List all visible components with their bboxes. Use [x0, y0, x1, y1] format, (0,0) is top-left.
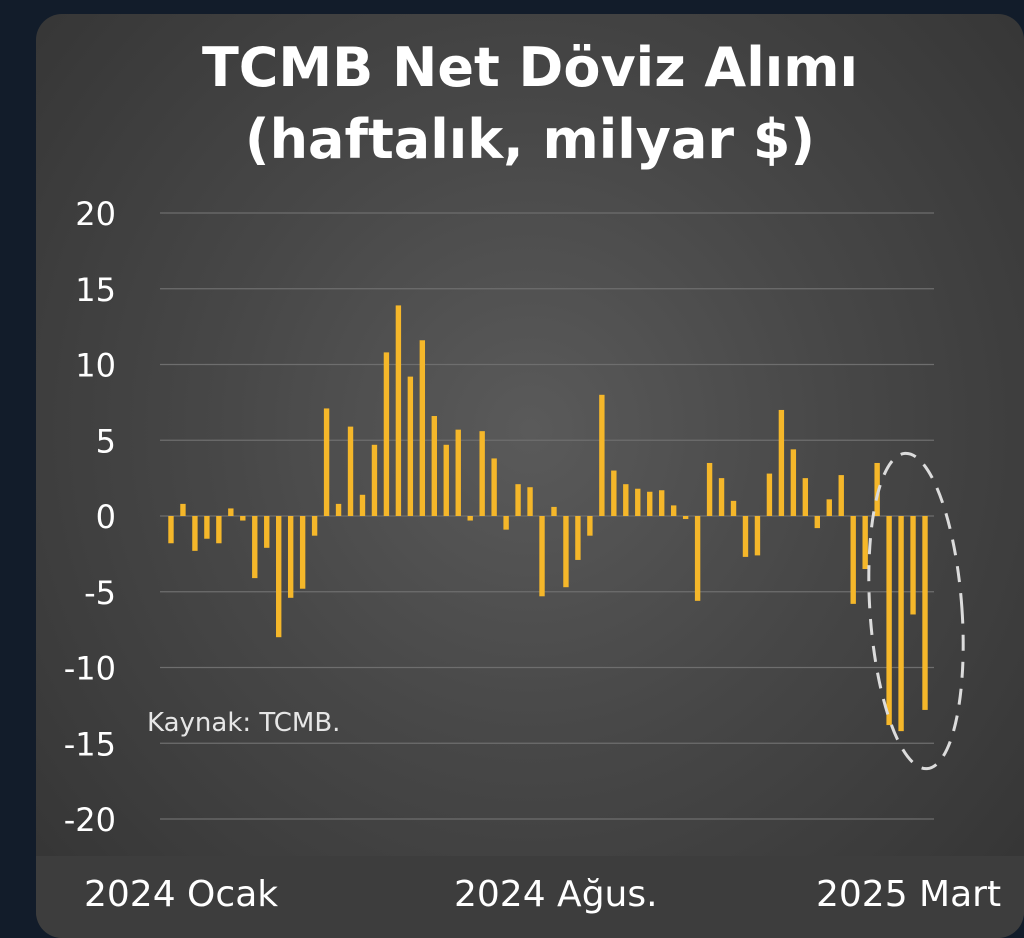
chart-subtitle: (haftalık, milyar $)	[244, 108, 816, 171]
bar	[467, 516, 473, 521]
bar	[168, 516, 174, 544]
bar	[754, 516, 761, 556]
chart-title: TCMB Net Döviz Alımı	[201, 36, 859, 99]
bar	[491, 458, 497, 516]
bar	[252, 516, 258, 579]
bar	[922, 516, 928, 710]
bar	[563, 516, 569, 588]
bar	[587, 516, 593, 536]
y-tick-label: -10	[64, 650, 116, 688]
bar	[898, 516, 904, 732]
bar	[335, 503, 342, 516]
bar	[311, 516, 318, 536]
bar	[359, 494, 366, 516]
bar	[216, 516, 222, 544]
bar	[276, 516, 282, 638]
bar	[527, 487, 533, 516]
x-label-end: 2025 Mart	[816, 874, 1002, 915]
bar	[431, 416, 437, 516]
y-tick-label: 5	[96, 422, 116, 460]
bar	[718, 478, 725, 516]
bar	[766, 473, 773, 516]
bar	[611, 470, 617, 516]
bar	[455, 429, 461, 516]
bar	[347, 426, 354, 516]
bar	[623, 484, 629, 516]
bar	[299, 516, 306, 589]
bar	[479, 431, 485, 516]
bar	[910, 516, 916, 615]
bar	[778, 409, 785, 516]
bar	[862, 516, 868, 570]
bar	[539, 516, 545, 597]
bar	[551, 506, 557, 516]
bar	[790, 449, 797, 516]
bar	[659, 490, 665, 516]
bar	[599, 394, 605, 516]
y-tick-label: -5	[84, 574, 116, 612]
bar	[635, 488, 641, 516]
y-tick-label: 20	[75, 195, 116, 233]
bar	[323, 408, 330, 516]
x-label-middle: 2024 Ağus.	[454, 874, 658, 915]
bar	[730, 500, 737, 516]
bar	[647, 491, 653, 516]
bar	[240, 516, 246, 521]
bar	[503, 516, 509, 530]
bar	[826, 499, 832, 516]
highlight-ellipse	[867, 451, 965, 771]
y-tick-label: 10	[75, 347, 116, 385]
bar	[287, 516, 294, 598]
bar	[371, 444, 378, 516]
y-tick-label: 15	[75, 271, 116, 309]
bar	[192, 516, 198, 551]
bar	[682, 516, 689, 520]
bar	[204, 516, 210, 539]
chart-title-block: TCMB Net Döviz Alımı (haftalık, milyar $…	[36, 32, 1024, 176]
bar	[802, 478, 809, 516]
bar	[180, 503, 186, 516]
bar	[515, 484, 521, 516]
x-axis-band: 2024 Ocak 2024 Ağus. 2025 Mart	[36, 856, 1024, 938]
bar	[670, 505, 677, 516]
bar	[419, 340, 426, 516]
chart-card: TCMB Net Döviz Alımı (haftalık, milyar $…	[36, 14, 1024, 938]
bar	[874, 462, 880, 516]
bar	[575, 516, 581, 560]
bar	[850, 516, 856, 604]
bar	[228, 508, 234, 516]
bar	[742, 516, 749, 557]
bar	[443, 444, 449, 516]
y-tick-label: 0	[96, 498, 116, 536]
bar	[395, 305, 402, 516]
bar	[838, 475, 844, 516]
bar	[706, 462, 713, 516]
bar	[694, 516, 701, 601]
source-note: Kaynak: TCMB.	[147, 708, 340, 738]
bar	[407, 376, 414, 516]
y-tick-label: -20	[64, 801, 116, 839]
bar	[264, 516, 270, 548]
x-label-start: 2024 Ocak	[84, 874, 279, 915]
bar	[383, 352, 390, 516]
bar	[886, 516, 892, 726]
y-tick-label: -15	[64, 725, 116, 763]
bar	[814, 516, 820, 529]
